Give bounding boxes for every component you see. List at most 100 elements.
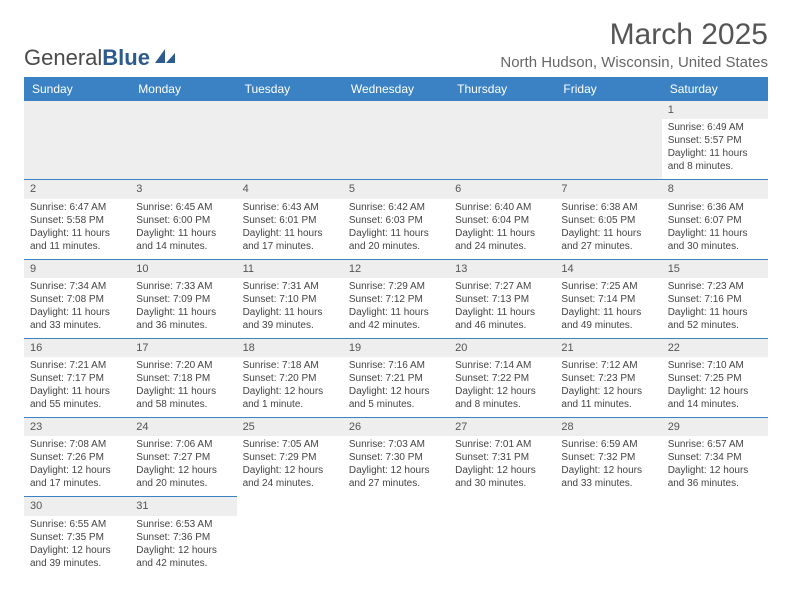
daylight-text: Daylight: 12 hours and 1 minute. — [243, 385, 337, 411]
sunrise-text: Sunrise: 6:45 AM — [136, 201, 230, 214]
day-number: 19 — [343, 339, 449, 357]
sunrise-text: Sunrise: 7:33 AM — [136, 280, 230, 293]
daylight-text: Daylight: 12 hours and 8 minutes. — [455, 385, 549, 411]
daylight-text: Daylight: 11 hours and 30 minutes. — [668, 227, 762, 253]
sunset-text: Sunset: 7:27 PM — [136, 451, 230, 464]
daylight-text: Daylight: 11 hours and 27 minutes. — [561, 227, 655, 253]
calendar-week-row: 9Sunrise: 7:34 AMSunset: 7:08 PMDaylight… — [24, 259, 768, 338]
weekday-header: Saturday — [662, 77, 768, 101]
sunrise-text: Sunrise: 7:01 AM — [455, 438, 549, 451]
calendar-day-cell: 23Sunrise: 7:08 AMSunset: 7:26 PMDayligh… — [24, 418, 130, 497]
calendar-day-cell: 21Sunrise: 7:12 AMSunset: 7:23 PMDayligh… — [555, 338, 661, 417]
day-number: 30 — [24, 497, 130, 515]
calendar-day-cell — [343, 101, 449, 180]
sunset-text: Sunset: 7:30 PM — [349, 451, 443, 464]
calendar-day-cell: 12 Sunrise: 7:29 AMSunset: 7:12 PMDayligh… — [343, 259, 449, 338]
sunset-text: Sunset: 6:01 PM — [243, 214, 337, 227]
sunset-text: Sunset: 6:04 PM — [455, 214, 549, 227]
day-number: 26 — [343, 418, 449, 436]
calendar-week-row: 2Sunrise: 6:47 AMSunset: 5:58 PMDaylight… — [24, 180, 768, 259]
calendar-day-cell: 8Sunrise: 6:36 AMSunset: 6:07 PMDaylight… — [662, 180, 768, 259]
daylight-text: Daylight: 11 hours and 58 minutes. — [136, 385, 230, 411]
calendar-day-cell: 6Sunrise: 6:40 AMSunset: 6:04 PMDaylight… — [449, 180, 555, 259]
day-number: 15 — [662, 260, 768, 278]
sunset-text: Sunset: 6:03 PM — [349, 214, 443, 227]
day-number: 28 — [555, 418, 661, 436]
day-number: 21 — [555, 339, 661, 357]
day-number: 8 — [662, 180, 768, 198]
day-number: 27 — [449, 418, 555, 436]
calendar-day-cell — [130, 101, 236, 180]
calendar-day-cell: 18 Sunrise: 7:18 AMSunset: 7:20 PMDayligh… — [237, 338, 343, 417]
calendar-day-cell: 27Sunrise: 7:01 AMSunset: 7:31 PMDayligh… — [449, 418, 555, 497]
day-number: 7 — [555, 180, 661, 198]
logo: GeneralBlue — [24, 45, 177, 71]
sunrise-text: Sunrise: 7:27 AM — [455, 280, 549, 293]
sunset-text: Sunset: 7:21 PM — [349, 372, 443, 385]
day-number: 17 — [130, 339, 236, 357]
calendar-day-cell — [449, 497, 555, 576]
sunrise-text: Sunrise: 6:40 AM — [455, 201, 549, 214]
sunrise-text: Sunrise: 7:18 AM — [243, 359, 337, 372]
sunset-text: Sunset: 7:14 PM — [561, 293, 655, 306]
month-title: March 2025 — [500, 18, 768, 52]
day-number: 10 — [130, 260, 236, 278]
calendar-day-cell: 22Sunrise: 7:10 AMSunset: 7:25 PMDayligh… — [662, 338, 768, 417]
daylight-text: Daylight: 11 hours and 17 minutes. — [243, 227, 337, 253]
daylight-text: Daylight: 12 hours and 17 minutes. — [30, 464, 124, 490]
day-number: 4 — [237, 180, 343, 198]
sunset-text: Sunset: 7:26 PM — [30, 451, 124, 464]
daylight-text: Daylight: 11 hours and 39 minutes. — [243, 306, 337, 332]
sunrise-text: Sunrise: 7:16 AM — [349, 359, 443, 372]
daylight-text: Daylight: 12 hours and 20 minutes. — [136, 464, 230, 490]
daylight-text: Daylight: 11 hours and 52 minutes. — [668, 306, 762, 332]
calendar-day-cell: 28Sunrise: 6:59 AMSunset: 7:32 PMDayligh… — [555, 418, 661, 497]
daylight-text: Daylight: 11 hours and 11 minutes. — [30, 227, 124, 253]
sunset-text: Sunset: 7:12 PM — [349, 293, 443, 306]
day-number: 14 — [555, 260, 661, 278]
calendar-body: 1Sunrise: 6:49 AMSunset: 5:57 PMDaylight… — [24, 101, 768, 576]
calendar-day-cell: 2Sunrise: 6:47 AMSunset: 5:58 PMDaylight… — [24, 180, 130, 259]
day-number: 5 — [343, 180, 449, 198]
weekday-header: Sunday — [24, 77, 130, 101]
sunset-text: Sunset: 7:36 PM — [136, 531, 230, 544]
sunset-text: Sunset: 7:13 PM — [455, 293, 549, 306]
day-number: 1 — [662, 101, 768, 119]
sunset-text: Sunset: 7:22 PM — [455, 372, 549, 385]
daylight-text: Daylight: 11 hours and 14 minutes. — [136, 227, 230, 253]
calendar-day-cell: 19Sunrise: 7:16 AMSunset: 7:21 PMDayligh… — [343, 338, 449, 417]
sunrise-text: Sunrise: 7:29 AM — [349, 280, 443, 293]
calendar-day-cell: 20Sunrise: 7:14 AMSunset: 7:22 PMDayligh… — [449, 338, 555, 417]
calendar-table: Sunday Monday Tuesday Wednesday Thursday… — [24, 77, 768, 576]
calendar-day-cell: 4Sunrise: 6:43 AMSunset: 6:01 PMDaylight… — [237, 180, 343, 259]
day-number: 11 — [237, 260, 343, 278]
day-number: 12 — [343, 260, 449, 278]
daylight-text: Daylight: 11 hours and 33 minutes. — [30, 306, 124, 332]
calendar-day-cell: 29Sunrise: 6:57 AMSunset: 7:34 PMDayligh… — [662, 418, 768, 497]
sunset-text: Sunset: 5:58 PM — [30, 214, 124, 227]
sunset-text: Sunset: 6:05 PM — [561, 214, 655, 227]
calendar-week-row: 1Sunrise: 6:49 AMSunset: 5:57 PMDaylight… — [24, 101, 768, 180]
daylight-text: Daylight: 12 hours and 39 minutes. — [30, 544, 124, 570]
sunrise-text: Sunrise: 6:42 AM — [349, 201, 443, 214]
daylight-text: Daylight: 11 hours and 42 minutes. — [349, 306, 443, 332]
day-number: 29 — [662, 418, 768, 436]
weekday-header: Friday — [555, 77, 661, 101]
calendar-day-cell: 17Sunrise: 7:20 AMSunset: 7:18 PMDayligh… — [130, 338, 236, 417]
calendar-day-cell: 13Sunrise: 7:27 AMSunset: 7:13 PMDayligh… — [449, 259, 555, 338]
daylight-text: Daylight: 12 hours and 33 minutes. — [561, 464, 655, 490]
calendar-day-cell: 24Sunrise: 7:06 AMSunset: 7:27 PMDayligh… — [130, 418, 236, 497]
sunrise-text: Sunrise: 7:20 AM — [136, 359, 230, 372]
sunset-text: Sunset: 6:07 PM — [668, 214, 762, 227]
sunrise-text: Sunrise: 7:12 AM — [561, 359, 655, 372]
daylight-text: Daylight: 11 hours and 20 minutes. — [349, 227, 443, 253]
logo-text-a: General — [24, 45, 102, 71]
sunrise-text: Sunrise: 7:10 AM — [668, 359, 762, 372]
calendar-day-cell: 3Sunrise: 6:45 AMSunset: 6:00 PMDaylight… — [130, 180, 236, 259]
daylight-text: Daylight: 12 hours and 36 minutes. — [668, 464, 762, 490]
sunset-text: Sunset: 7:20 PM — [243, 372, 337, 385]
sunset-text: Sunset: 7:25 PM — [668, 372, 762, 385]
daylight-text: Daylight: 12 hours and 11 minutes. — [561, 385, 655, 411]
day-number: 22 — [662, 339, 768, 357]
day-number: 18 — [237, 339, 343, 357]
